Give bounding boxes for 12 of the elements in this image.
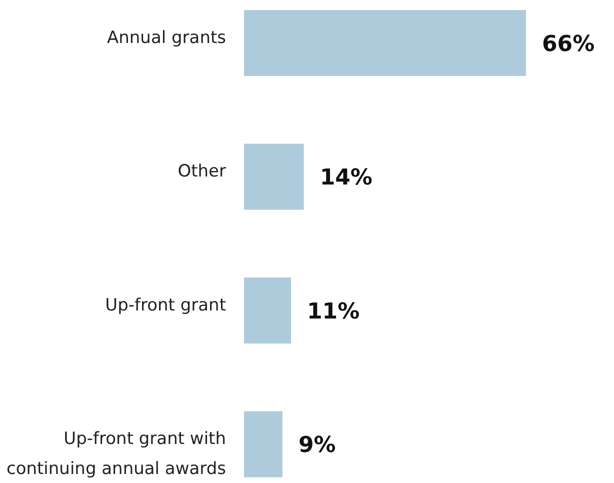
- data-label: 66%: [542, 32, 595, 57]
- bar: [244, 144, 304, 210]
- y-tick-label: Up-front grant with continuing annual awards: [6, 429, 226, 480]
- y-tick-label: Annual grants: [107, 28, 226, 48]
- data-label: 11%: [307, 299, 360, 324]
- bar: [244, 10, 526, 76]
- bar: [244, 278, 291, 344]
- data-label: 14%: [320, 166, 372, 191]
- data-label: 9%: [298, 433, 336, 458]
- bar: [244, 411, 282, 478]
- y-tick-label: Other: [178, 162, 226, 182]
- y-tick-label: Up-front grant: [105, 295, 226, 316]
